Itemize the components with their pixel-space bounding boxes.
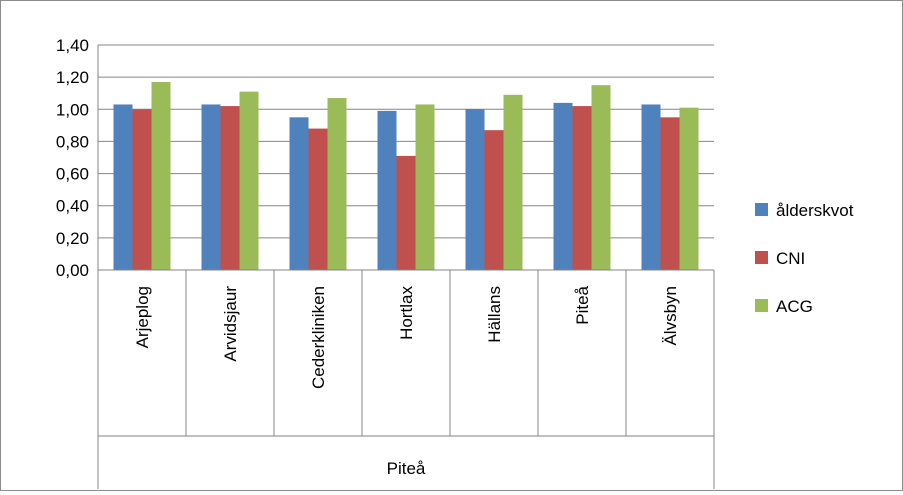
y-tick-label: 0,40: [56, 197, 89, 216]
bar-ACG-Piteå: [591, 85, 611, 270]
y-tick-label: 1,00: [56, 100, 89, 119]
bar-CNI-Arvidsjaur: [220, 106, 240, 270]
legend-swatch: [755, 251, 768, 264]
legend: ålderskvot CNI ACG: [755, 201, 854, 316]
x-axis-group-label: Piteå: [387, 459, 426, 478]
x-tick-label: Hällans: [485, 286, 504, 343]
y-tick-label: 0,20: [56, 229, 89, 248]
bar-CNI-Hällans: [484, 130, 504, 270]
x-axis-category-labels: Arjeplog Arvidsjaur Cederkliniken Hortlax Hä…: [133, 285, 680, 389]
bar-ålderskvot-Piteå: [553, 102, 573, 270]
y-tick-label: 0,60: [56, 165, 89, 184]
bar-CNI-Hortlax: [396, 155, 416, 270]
y-tick-label: 1,20: [56, 68, 89, 87]
axes: [97, 45, 715, 489]
bar-CNI-Älvsbyn: [660, 117, 680, 270]
bar-ACG-Hortlax: [415, 104, 435, 270]
x-tick-label: Älvsbyn: [661, 286, 680, 346]
y-tick-label: 0,00: [56, 261, 89, 280]
x-tick-label: Cederkliniken: [309, 286, 328, 389]
bar-CNI-Piteå: [572, 106, 592, 270]
bar-ACG-Arvidsjaur: [239, 91, 259, 270]
bar-ACG-Hällans: [503, 94, 523, 270]
y-tick-label: 1,40: [56, 36, 89, 55]
x-tick-label: Arjeplog: [133, 286, 152, 348]
legend-label: CNI: [776, 249, 805, 268]
x-tick-label: Hortlax: [397, 286, 416, 340]
bar-ålderskvot-Arjeplog: [113, 104, 133, 270]
bar-ålderskvot-Cederkliniken: [289, 117, 309, 270]
legend-label: ACG: [776, 297, 813, 316]
bar-ACG-Älvsbyn: [679, 107, 699, 270]
legend-label: ålderskvot: [776, 201, 854, 220]
bar-CNI-Cederkliniken: [308, 128, 328, 270]
bars: [113, 81, 699, 271]
bar-ålderskvot-Hällans: [465, 109, 485, 271]
legend-swatch: [755, 203, 768, 216]
x-tick-label: Piteå: [573, 285, 592, 324]
y-tick-label: 0,80: [56, 132, 89, 151]
x-tick-label: Arvidsjaur: [221, 286, 240, 362]
bar-ACG-Arjeplog: [151, 81, 171, 270]
legend-swatch: [755, 299, 768, 312]
bar-ålderskvot-Hortlax: [377, 110, 397, 271]
bar-ålderskvot-Älvsbyn: [641, 104, 661, 270]
bar-ACG-Cederkliniken: [327, 98, 347, 271]
y-axis-tick-labels: 0,00 0,20 0,40 0,60 0,80 1,00 1,20 1,40: [56, 36, 89, 280]
bar-CNI-Arjeplog: [132, 109, 152, 271]
bar-ålderskvot-Arvidsjaur: [201, 104, 221, 270]
